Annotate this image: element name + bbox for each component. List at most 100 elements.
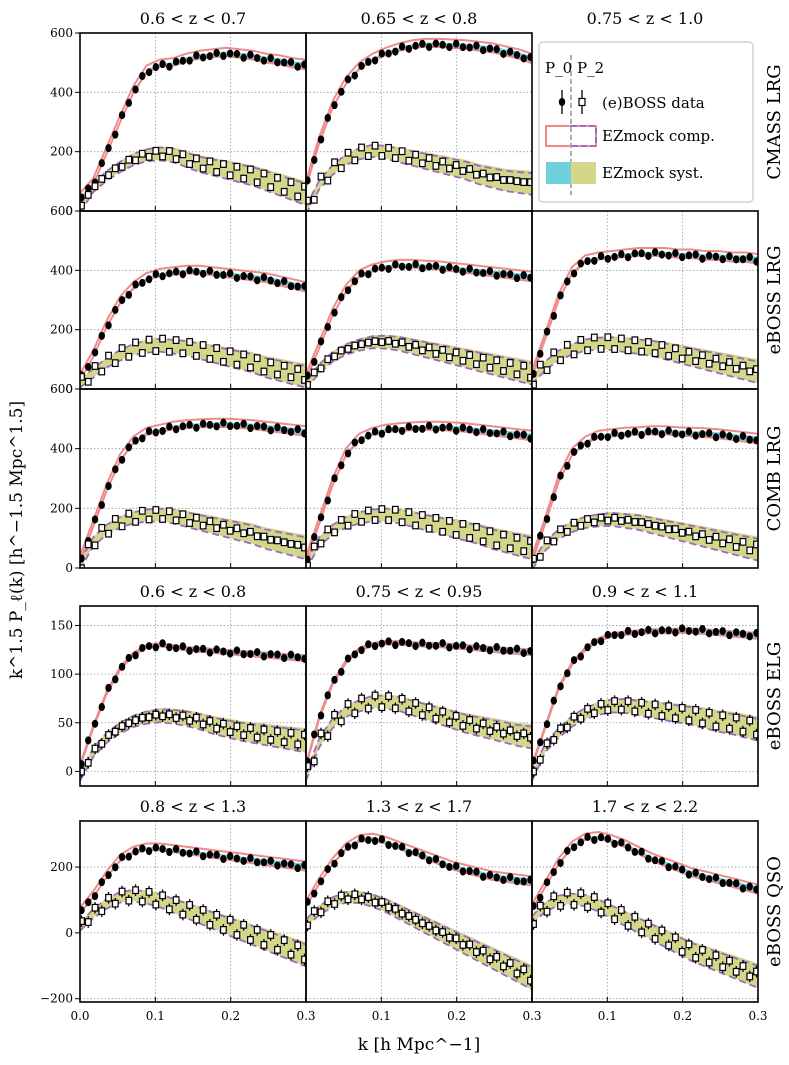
- data-point-quadrupole: [385, 903, 392, 912]
- data-point-quadrupole: [192, 352, 200, 360]
- data-point-monopole: [301, 861, 306, 870]
- data-point-monopole: [520, 430, 527, 439]
- data-point-monopole: [543, 720, 551, 729]
- data-point-quadrupole: [172, 896, 180, 905]
- data-point-monopole: [281, 426, 288, 435]
- data-point-quadrupole: [324, 732, 332, 740]
- panel-title: 0.9 < z < 1.1: [592, 582, 698, 601]
- data-point-quadrupole: [597, 699, 605, 708]
- data-point-monopole: [118, 853, 126, 862]
- data-point-quadrupole: [513, 177, 521, 186]
- data-point-monopole: [753, 257, 758, 266]
- data-point-monopole: [726, 631, 733, 640]
- data-point-monopole: [466, 867, 473, 876]
- data-point-quadrupole: [206, 717, 214, 725]
- data-point-monopole: [294, 653, 301, 662]
- data-point-quadrupole: [260, 169, 268, 178]
- data-point-quadrupole: [331, 528, 338, 537]
- data-point-monopole: [206, 52, 214, 61]
- data-point-monopole: [537, 893, 544, 902]
- data-point-quadrupole: [739, 727, 747, 736]
- data-point-quadrupole: [500, 530, 507, 539]
- data-point-quadrupole: [267, 931, 275, 939]
- panel-title: 0.6 < z < 0.8: [140, 582, 246, 601]
- data-point-quadrupole: [125, 155, 133, 164]
- data-point-quadrupole: [111, 514, 119, 523]
- data-point-monopole: [577, 838, 585, 847]
- data-point-quadrupole: [301, 955, 306, 964]
- data-point-monopole: [306, 176, 311, 185]
- data-point-monopole: [80, 554, 85, 563]
- data-point-quadrupole: [405, 156, 413, 165]
- data-point-quadrupole: [506, 359, 514, 367]
- data-point-monopole: [685, 427, 693, 436]
- data-point-monopole: [398, 262, 406, 271]
- data-point-monopole: [432, 854, 440, 863]
- data-point-quadrupole: [179, 150, 187, 159]
- data-point-quadrupole: [570, 900, 578, 909]
- data-point-monopole: [753, 436, 758, 445]
- data-point-monopole: [233, 646, 241, 655]
- data-point-quadrupole: [726, 358, 733, 367]
- data-point-quadrupole: [452, 348, 460, 357]
- data-point-quadrupole: [604, 706, 612, 714]
- data-point-quadrupole: [651, 700, 659, 709]
- legend-syst-label: EZmock syst.: [602, 164, 704, 182]
- mock-monopole-line: [532, 425, 758, 557]
- syst-band-monopole: [532, 627, 758, 768]
- data-point-quadrupole: [577, 714, 585, 723]
- data-point-monopole: [425, 421, 433, 430]
- data-point-monopole: [584, 643, 591, 652]
- data-point-monopole: [311, 155, 318, 164]
- data-point-monopole: [193, 51, 200, 60]
- data-point-monopole: [274, 650, 281, 659]
- data-point-monopole: [631, 427, 639, 436]
- data-point-monopole: [294, 425, 301, 434]
- data-point-quadrupole: [220, 719, 227, 728]
- data-point-quadrupole: [418, 346, 426, 355]
- data-point-monopole: [226, 49, 234, 58]
- data-point-monopole: [692, 627, 699, 636]
- x-tick-label: 0.3: [522, 1009, 541, 1023]
- data-point-quadrupole: [466, 165, 474, 173]
- mock-monopole-line: [532, 247, 758, 372]
- data-point-quadrupole: [624, 921, 632, 930]
- data-point-quadrupole: [631, 707, 639, 716]
- data-point-quadrupole: [678, 528, 686, 537]
- data-point-quadrupole: [125, 352, 133, 361]
- data-point-monopole: [543, 327, 551, 336]
- data-point-quadrupole: [172, 155, 180, 163]
- data-point-monopole: [172, 267, 180, 276]
- data-point-quadrupole: [310, 907, 318, 915]
- data-point-quadrupole: [179, 349, 187, 358]
- data-point-monopole: [324, 691, 331, 700]
- data-point-quadrupole: [432, 926, 440, 935]
- data-point-quadrupole: [520, 361, 528, 370]
- x-tick-label: 0.3: [748, 1009, 767, 1023]
- data-point-monopole: [486, 646, 494, 655]
- data-point-monopole: [398, 42, 406, 51]
- data-point-monopole: [550, 493, 557, 502]
- panel-title: 0.65 < z < 0.8: [361, 9, 478, 28]
- data-point-monopole: [638, 628, 645, 637]
- data-point-quadrupole: [473, 170, 480, 179]
- data-point-monopole: [678, 430, 686, 439]
- data-point-quadrupole: [631, 336, 639, 345]
- data-point-monopole: [240, 271, 247, 280]
- data-point-monopole: [439, 860, 446, 869]
- data-point-quadrupole: [500, 962, 507, 971]
- y-tick-label: 0: [65, 204, 73, 218]
- data-point-monopole: [473, 428, 480, 437]
- data-point-monopole: [287, 860, 295, 869]
- data-point-quadrupole: [439, 346, 447, 354]
- data-point-monopole: [419, 39, 426, 48]
- data-point-quadrupole: [557, 525, 564, 534]
- data-point-monopole: [105, 321, 112, 330]
- x-tick-label: 0.1: [146, 1009, 165, 1023]
- data-point-monopole: [253, 276, 261, 285]
- data-point-monopole: [513, 50, 521, 59]
- data-point-monopole: [584, 439, 591, 448]
- data-point-monopole: [486, 44, 494, 53]
- data-point-quadrupole: [584, 903, 591, 912]
